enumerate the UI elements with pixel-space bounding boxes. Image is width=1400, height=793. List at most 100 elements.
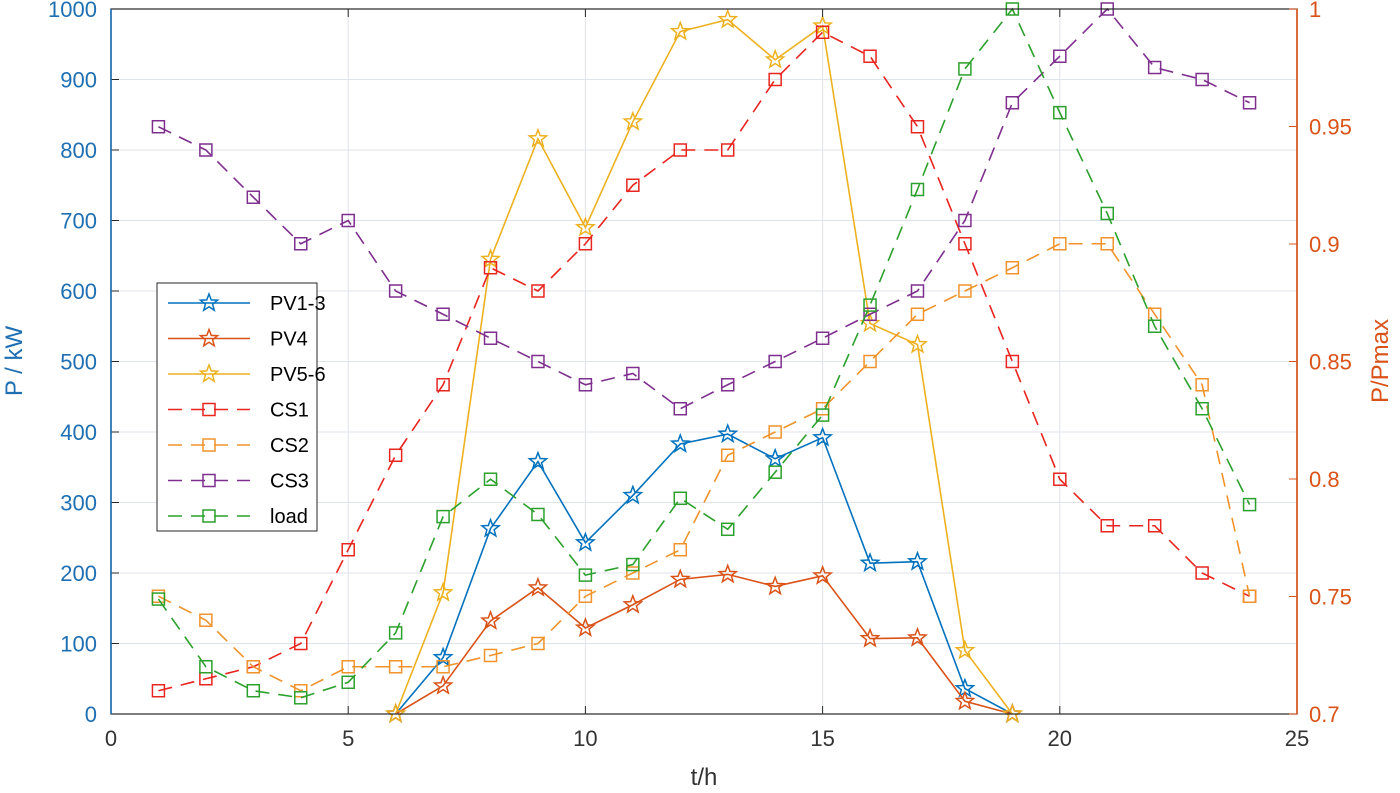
data-point-pv1-3: [764, 447, 786, 468]
data-point-pv5-6: [764, 48, 786, 69]
data-point-cs1: [1195, 566, 1209, 580]
y-tick-label-left: 300: [60, 491, 97, 516]
x-tick-label: 20: [1048, 726, 1072, 751]
legend-marker: [202, 509, 216, 523]
data-point-pv5-6: [479, 248, 502, 269]
data-point-cs3: [199, 143, 213, 157]
data-point-cs2: [294, 683, 308, 698]
data-point-pv5-6: [527, 127, 549, 148]
legend-marker: [202, 402, 216, 417]
data-point-pv5-6: [954, 639, 976, 660]
data-point-pv5-6: [622, 110, 644, 131]
axes: 0 5 10 15 20 25010020030040050060070080090010…: [48, 0, 1352, 751]
data-point-cs1: [673, 143, 688, 157]
data-point-pv4: [764, 575, 786, 596]
series-line-pv4: [395, 573, 1013, 715]
data-point-cs1: [815, 25, 830, 40]
data-point-pv1-3: [812, 426, 834, 447]
data-point-load: [958, 62, 972, 76]
data-point-cs3: [958, 213, 972, 228]
legend-box: [156, 282, 318, 532]
y-tick-label-left: 700: [60, 209, 97, 234]
data-point-load: [436, 509, 450, 524]
data-point-cs3: [531, 354, 545, 369]
legend-item-pv5-6: PV5-6: [168, 362, 326, 386]
data-point-cs1: [294, 636, 308, 651]
data-point-load: [246, 683, 261, 698]
data-point-cs3: [151, 119, 166, 134]
data-point-load: [1053, 105, 1067, 120]
legend-marker: [202, 438, 216, 452]
data-point-load: [388, 626, 403, 640]
x-tick-label: 0: [105, 726, 117, 751]
data-point-load: [626, 557, 640, 572]
data-point-cs1: [531, 284, 545, 298]
data-point-pv5-6: [906, 333, 929, 354]
data-point-cs3: [673, 401, 688, 416]
data-point-pv5-6: [717, 8, 739, 29]
y-tick-label-left: 200: [60, 561, 97, 586]
data-point-pv5-6: [812, 14, 834, 35]
data-point-pv1-3: [574, 531, 596, 552]
data-point-load: [151, 592, 166, 606]
data-point-cs3: [626, 366, 640, 381]
grid: [110, 8, 1298, 715]
data-point-pv4: [479, 609, 502, 630]
data-point-cs1: [1053, 472, 1067, 486]
data-point-cs3: [1195, 72, 1209, 87]
data-point-cs2: [910, 307, 925, 322]
legend-label: CS1: [270, 400, 309, 422]
legend-item-pv1-3: PV1-3: [168, 291, 326, 315]
series-line-cs2: [158, 242, 1251, 692]
data-point-cs1: [1147, 519, 1162, 533]
data-point-load: [720, 522, 735, 537]
data-point-pv5-6: [669, 20, 691, 41]
legend-item-cs1: CS1: [168, 400, 309, 422]
data-point-pv4: [954, 690, 976, 711]
series-line-cs1: [158, 31, 1250, 692]
data-point-pv4: [812, 564, 834, 585]
data-point-cs1: [483, 260, 498, 275]
data-point-cs2: [341, 660, 355, 674]
data-point-load: [815, 408, 830, 422]
series-line-load: [157, 7, 1251, 699]
data-point-pv4: [432, 674, 454, 695]
series-line-cs3: [158, 7, 1250, 410]
data-point-load: [673, 491, 688, 506]
data-point-cs1: [578, 237, 593, 251]
data-point-pv1-3: [622, 484, 644, 505]
data-point-cs2: [436, 660, 450, 674]
data-point-pv1-3: [527, 450, 549, 471]
data-point-cs1: [1100, 519, 1114, 533]
data-point-cs2: [246, 660, 261, 674]
data-point-pv4: [622, 593, 644, 614]
data-point-load: [910, 182, 925, 197]
data-point-load: [483, 472, 498, 486]
data-point-cs1: [768, 72, 782, 87]
data-point-pv1-3: [669, 432, 691, 453]
data-point-cs2: [1053, 237, 1067, 251]
x-tick-label: 25: [1285, 726, 1309, 751]
data-point-cs2: [531, 636, 545, 651]
data-point-cs3: [388, 284, 403, 298]
data-point-cs3: [1053, 49, 1067, 63]
data-point-cs1: [1005, 354, 1020, 369]
y-tick-label-right: 1: [1309, 0, 1321, 22]
legend-label: CS3: [270, 471, 309, 493]
data-point-pv4: [717, 563, 739, 584]
data-point-cs1: [910, 119, 925, 134]
data-point-cs2: [388, 660, 403, 674]
series-cs3: [151, 2, 1257, 416]
legend-marker: [198, 291, 220, 313]
y-tick-label-right: 0.85: [1309, 350, 1352, 375]
data-point-cs2: [1100, 237, 1114, 251]
data-point-cs1: [341, 542, 355, 557]
y-tick-label-right: 0.7: [1309, 702, 1340, 727]
data-point-cs3: [578, 378, 593, 392]
data-point-cs1: [151, 683, 166, 698]
data-point-cs3: [863, 307, 877, 322]
y-axis-label-right: P/Pmax: [1367, 319, 1394, 403]
x-tick-label: 10: [573, 726, 597, 751]
data-point-load: [531, 507, 545, 522]
y-tick-label-left: 400: [60, 420, 97, 445]
